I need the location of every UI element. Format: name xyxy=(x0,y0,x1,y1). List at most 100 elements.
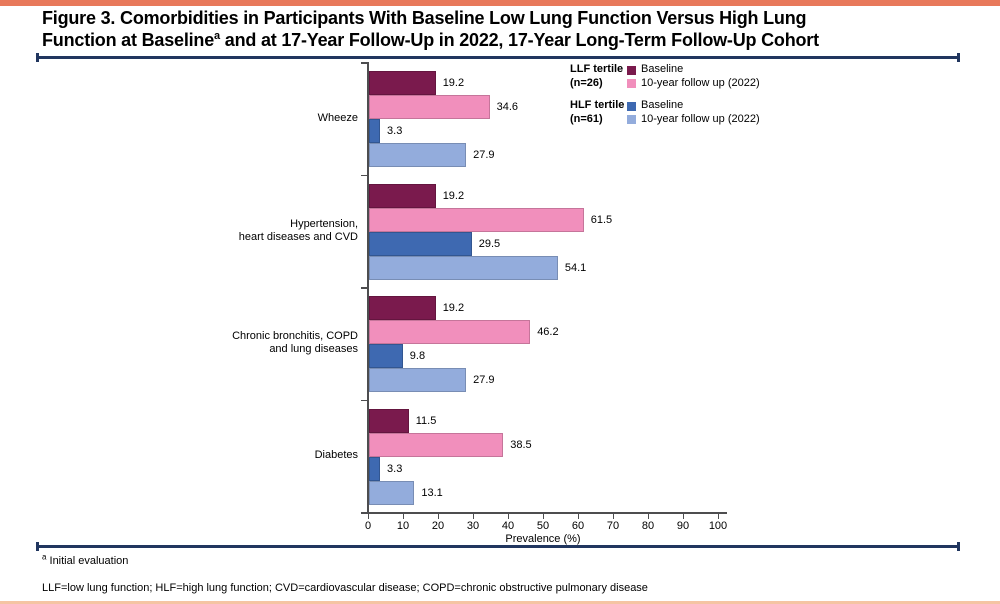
bar-llf-followup-1 xyxy=(368,207,584,232)
bar-hlf-baseline-3 xyxy=(368,456,381,481)
bar-value-label: 29.5 xyxy=(478,237,501,250)
category-label-line: and lung diseases xyxy=(269,343,358,356)
x-tick-label: 90 xyxy=(676,520,690,532)
legend-entry-label: 10-year follow up (2022) xyxy=(641,112,760,125)
x-axis-tick xyxy=(437,513,439,519)
legend-group: LLF tertile (n=26) Baseline 10-year follow … xyxy=(570,63,760,90)
legend-group: HLF tertile (n=61) Baseline 10-year follow … xyxy=(570,99,760,126)
x-axis-tick xyxy=(682,513,684,519)
bar-value-label: 9.8 xyxy=(409,350,426,362)
category-label: Hypertension, heart diseases and CVD xyxy=(118,218,358,244)
bar-value-label: 19.2 xyxy=(442,302,465,314)
x-tick-label: 70 xyxy=(606,520,620,532)
legend-color-chip xyxy=(627,101,636,111)
bar-value-label: 13.1 xyxy=(421,486,443,499)
y-axis-tick xyxy=(361,287,367,289)
category-label: Diabetes xyxy=(118,449,358,462)
bar-hlf-baseline-2 xyxy=(368,344,403,368)
x-axis-tick xyxy=(507,513,509,519)
bar-value-label: 27.9 xyxy=(473,149,495,161)
figure-title-line1: Figure 3. Comorbidities in Participants … xyxy=(42,8,807,28)
top-rule xyxy=(36,53,960,62)
legend-entry-label: 10-year follow up (2022) xyxy=(641,76,760,89)
x-axis-tick xyxy=(717,513,719,519)
legend-series-n: (n=26) xyxy=(570,76,603,89)
y-axis-tick xyxy=(361,399,367,401)
bar-llf-baseline-1 xyxy=(368,183,436,208)
x-tick-label: 100 xyxy=(708,520,728,532)
legend-color-chip xyxy=(627,79,636,88)
x-axis-tick xyxy=(612,513,614,519)
legend-entry: 10-year follow up (2022) xyxy=(627,113,760,127)
category-label-line: Hypertension, xyxy=(290,217,358,230)
figure-title-line2-text: Function at Baseline xyxy=(42,30,215,50)
category-label: Wheeze xyxy=(118,112,358,125)
footnote-initial-evaluation: a Initial evaluation xyxy=(42,553,129,567)
x-axis-tick xyxy=(577,513,579,519)
chart-legend: LLF tertile (n=26) Baseline 10-year follow … xyxy=(570,63,760,135)
legend-series-n: (n=61) xyxy=(570,112,603,125)
bar-value-label: 38.5 xyxy=(510,438,532,451)
x-axis-tick xyxy=(647,513,649,519)
bottom-rule xyxy=(36,542,960,551)
bar-hlf-followup-3 xyxy=(368,480,415,505)
category-label-line: Diabetes xyxy=(314,449,358,462)
figure-title-line2-rest: and at 17-Year Follow-Up in 2022, 17-Yea… xyxy=(219,30,819,50)
legend-entry: Baseline xyxy=(627,99,760,113)
footnote-text: Initial evaluation xyxy=(46,555,129,567)
legend-entries: Baseline 10-year follow up (2022) xyxy=(627,99,760,126)
bar-llf-followup-2 xyxy=(368,320,531,344)
bar-value-label: 46.2 xyxy=(537,326,559,338)
bar-value-label: 3.3 xyxy=(387,462,403,475)
bar-value-label: 61.5 xyxy=(590,213,613,226)
y-axis-line xyxy=(367,62,369,512)
legend-series-name: LLF tertile xyxy=(570,63,624,75)
bar-value-label: 27.9 xyxy=(473,374,495,386)
top-accent-bar xyxy=(0,0,1000,6)
legend-entry: 10-year follow up (2022) xyxy=(627,77,760,91)
bar-value-label: 19.2 xyxy=(442,189,465,202)
bar-hlf-followup-2 xyxy=(368,368,467,392)
bar-llf-baseline-0 xyxy=(368,71,436,95)
x-tick-label: 10 xyxy=(396,520,410,532)
legend-series-names: LLF tertile (n=26) xyxy=(570,63,627,90)
legend-entry-label: Baseline xyxy=(641,99,684,111)
bar-hlf-baseline-0 xyxy=(368,119,381,143)
bar-value-label: 3.3 xyxy=(387,125,403,137)
x-tick-label: 30 xyxy=(466,520,480,532)
bar-value-label: 11.5 xyxy=(415,414,437,427)
x-axis-tick xyxy=(402,513,404,519)
bottom-accent-bar xyxy=(0,601,1000,604)
abbreviations-note: LLF=low lung function; HLF=high lung fun… xyxy=(42,582,648,594)
x-axis-tick xyxy=(472,513,474,519)
legend-entry: Baseline xyxy=(627,63,760,77)
x-axis-tick xyxy=(542,513,544,519)
bar-llf-baseline-3 xyxy=(368,408,409,433)
legend-entry-label: Baseline xyxy=(641,63,684,75)
x-axis-title: Prevalence (%) xyxy=(505,533,581,545)
category-label-line: heart diseases and CVD xyxy=(238,230,358,243)
y-axis-tick xyxy=(361,512,367,514)
bar-value-label: 34.6 xyxy=(496,101,519,113)
x-tick-label: 50 xyxy=(536,520,550,532)
figure-title-line2: Function at Baselinea and at 17-Year Fol… xyxy=(42,30,819,50)
x-tick-label: 60 xyxy=(571,520,585,532)
bar-hlf-followup-1 xyxy=(368,255,558,280)
y-axis-tick xyxy=(361,62,367,64)
category-label-line: Wheeze xyxy=(317,111,358,124)
x-tick-label: 40 xyxy=(501,520,515,532)
x-tick-label: 20 xyxy=(431,520,445,532)
bar-value-label: 19.2 xyxy=(442,77,465,89)
figure-title: Figure 3. Comorbidities in Participants … xyxy=(42,7,819,51)
legend-color-chip xyxy=(627,115,636,124)
x-axis-line xyxy=(367,512,727,514)
legend-entries: Baseline 10-year follow up (2022) xyxy=(627,63,760,90)
bar-hlf-baseline-1 xyxy=(368,231,472,256)
x-axis-tick xyxy=(367,513,369,519)
bar-llf-followup-3 xyxy=(368,432,504,457)
x-tick-label: 0 xyxy=(364,520,372,532)
category-label: Chronic bronchitis, COPD and lung disease… xyxy=(118,330,358,356)
legend-color-chip xyxy=(627,65,636,75)
